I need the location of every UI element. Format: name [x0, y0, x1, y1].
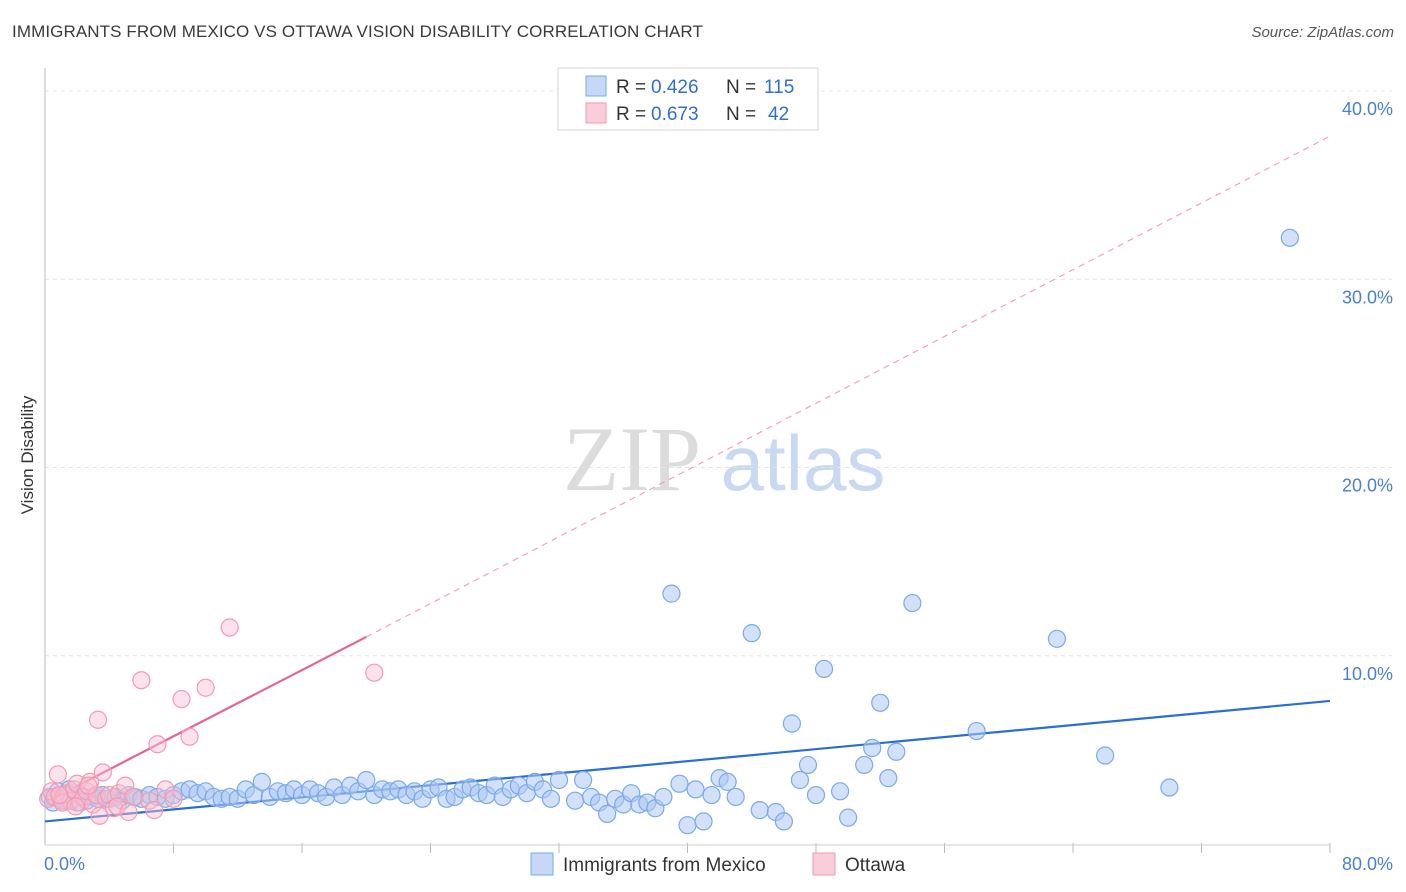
point-mexico	[726, 787, 745, 807]
point-mexico	[565, 791, 585, 810]
legend-r-value-2: 0.673	[651, 104, 699, 125]
watermark-atlas: atlas	[721, 419, 886, 507]
series-label-ottawa: Ottawa	[845, 855, 906, 876]
point-mexico	[678, 816, 697, 835]
point-ottawa	[90, 806, 109, 825]
point-mexico	[855, 755, 874, 775]
point-mexico	[887, 742, 906, 761]
point-mexico	[718, 772, 737, 791]
point-ottawa	[220, 618, 239, 637]
point-mexico	[1047, 629, 1067, 648]
point-ottawa	[140, 791, 159, 810]
point-mexico	[670, 774, 689, 793]
x-tick-label: 80.0%	[1342, 854, 1393, 874]
y-tick-label: 30.0%	[1342, 287, 1393, 307]
point-ottawa	[109, 784, 128, 803]
legend-swatch-ottawa	[585, 102, 607, 124]
point-ottawa	[145, 801, 164, 820]
point-mexico	[750, 801, 769, 820]
point-mexico	[598, 804, 617, 823]
point-mexico	[541, 789, 561, 808]
point-mexico	[782, 714, 802, 733]
point-ottawa	[93, 763, 112, 782]
y-tick-label: 40.0%	[1342, 99, 1393, 119]
point-ottawa	[48, 765, 67, 784]
point-mexico	[654, 787, 673, 807]
point-mexico	[967, 721, 986, 741]
point-ottawa	[66, 797, 85, 816]
y-tick-label: 10.0%	[1342, 664, 1393, 684]
point-mexico	[686, 780, 705, 799]
x-tick-label: 0.0%	[44, 854, 85, 874]
point-ottawa	[365, 663, 384, 682]
y-axis-label: Vision Disability	[18, 395, 37, 514]
point-ottawa	[180, 727, 199, 746]
point-mexico	[694, 812, 713, 831]
point-mexico	[742, 624, 761, 643]
gridlines	[45, 90, 1392, 657]
point-mexico	[806, 785, 826, 805]
legend-n-label-1: N =	[726, 77, 756, 98]
trend-line-ottawa	[44, 635, 367, 804]
point-mexico	[1280, 228, 1299, 247]
trend-extension-ottawa	[365, 135, 1331, 638]
y-tick-label: 20.0%	[1342, 476, 1393, 496]
tick-labels: 10.0% 20.0% 30.0% 40.0% 0.0% 80.0%	[44, 99, 1393, 874]
point-mexico	[879, 769, 898, 788]
point-mexico	[863, 738, 882, 758]
point-ottawa	[119, 802, 138, 822]
point-mexico	[839, 808, 858, 827]
series-swatch-mexico	[530, 852, 554, 876]
legend-n-label-2: N =	[726, 104, 756, 125]
point-mexico	[1160, 778, 1179, 797]
point-mexico	[798, 755, 818, 775]
point-mexico	[790, 770, 810, 790]
point-mexico	[357, 770, 376, 790]
point-mexico	[549, 770, 569, 790]
point-ottawa	[196, 678, 215, 697]
point-ottawa	[124, 787, 143, 807]
data-points	[39, 228, 1299, 835]
watermark-zip: ZIP	[563, 408, 701, 510]
point-ottawa	[172, 689, 191, 709]
point-mexico	[1096, 746, 1115, 765]
legend-n-value-1: 115	[764, 77, 794, 98]
series-swatch-ottawa	[812, 852, 836, 876]
point-ottawa	[164, 789, 183, 808]
legend-r-label-1: R =	[616, 77, 646, 98]
legend-r-label-2: R =	[616, 104, 646, 125]
chart-title: IMMIGRANTS FROM MEXICO VS OTTAWA VISION …	[12, 22, 703, 41]
point-ottawa	[108, 797, 127, 816]
point-mexico	[903, 593, 922, 613]
series-label-mexico: Immigrants from Mexico	[563, 855, 766, 876]
source-label: Source: ZipAtlas.com	[1251, 24, 1394, 41]
point-mexico	[871, 693, 890, 712]
legend-swatch-mexico	[585, 75, 607, 97]
point-mexico	[662, 584, 681, 603]
legend-r-value-1: 0.426	[651, 77, 699, 98]
point-ottawa	[50, 785, 69, 805]
point-mexico	[814, 659, 834, 679]
point-ottawa	[132, 671, 151, 690]
point-mexico	[573, 770, 593, 790]
stats-legend: R = 0.426 N = 115 R = 0.673 N = 42	[557, 67, 819, 131]
legend-n-value-2: 42	[768, 104, 789, 125]
point-ottawa	[148, 735, 167, 754]
point-mexico	[252, 772, 271, 791]
point-ottawa	[88, 710, 108, 729]
axes	[44, 68, 1331, 853]
point-mexico	[830, 782, 850, 801]
point-ottawa	[79, 776, 98, 795]
series-legend: Immigrants from Mexico Ottawa	[530, 852, 906, 876]
point-mexico	[774, 812, 793, 831]
point-mexico	[702, 785, 721, 805]
